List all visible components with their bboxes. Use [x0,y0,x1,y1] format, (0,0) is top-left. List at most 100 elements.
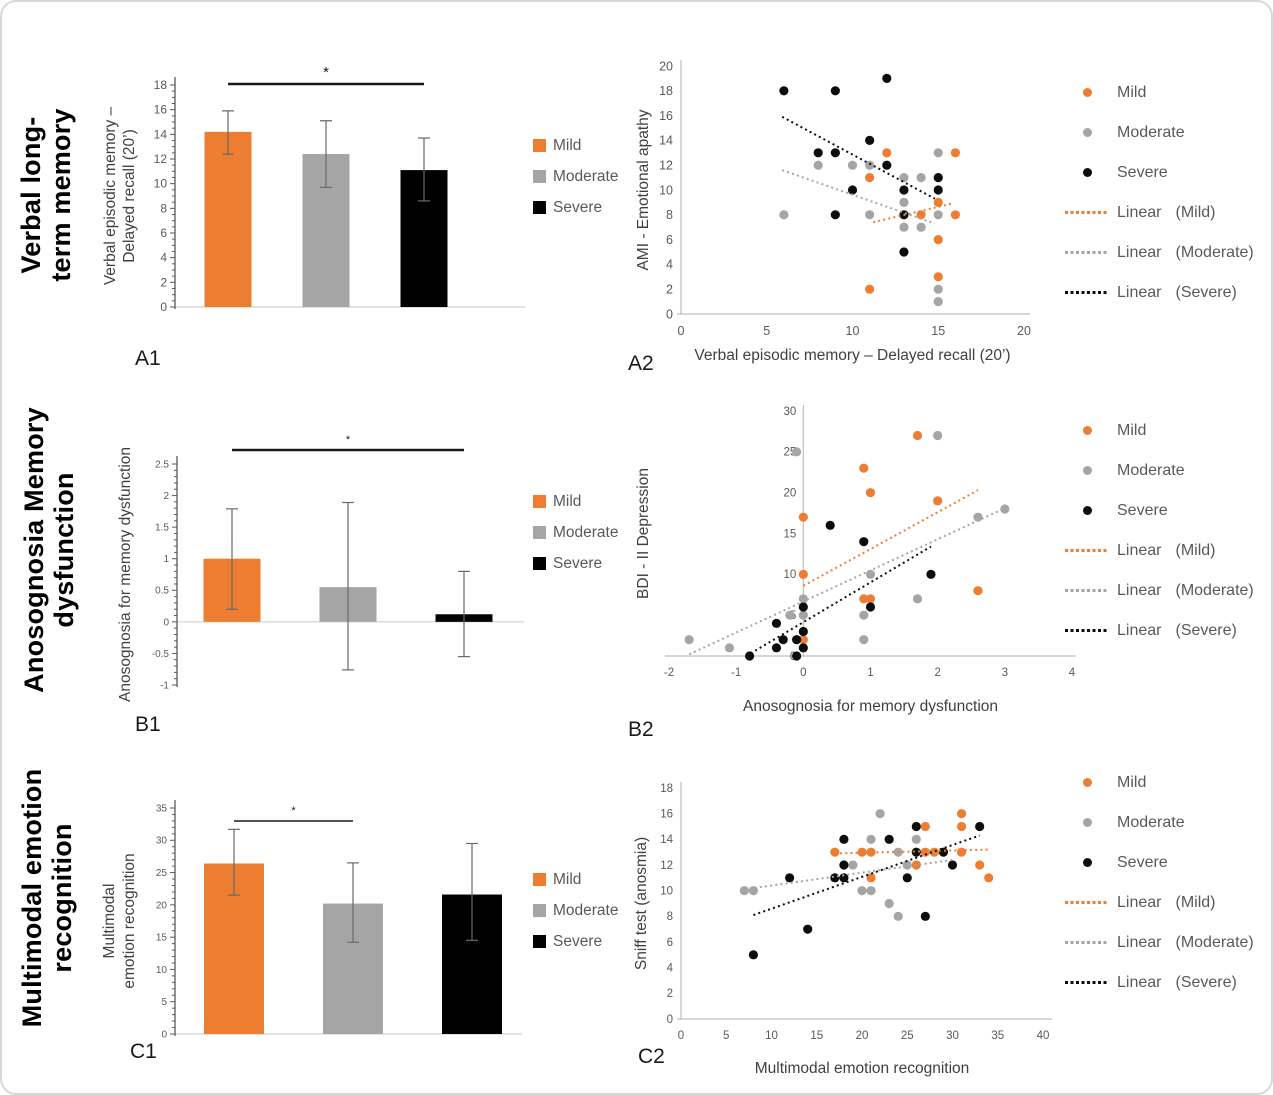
svg-text:1.5: 1.5 [155,523,169,534]
legend-item-moderate: Moderate [1065,121,1254,144]
svg-text:25: 25 [901,1030,914,1042]
legend-label: Moderate [553,523,619,541]
scatter-point-severe [785,873,795,883]
legend-label: Mild [1117,83,1147,101]
scatter-plot-a2: 0 5 10 15 20 0 2 4 6 8 10 12 14 16 18 20 Verbal episodic… [635,59,1031,364]
series-moderate [779,148,943,307]
significance-asterisk: * [323,64,329,81]
svg-text:0: 0 [678,1030,684,1042]
scatter-point-mild [956,821,967,832]
legend-dot-icon [1082,506,1092,515]
y-axis-ticks: -1 -0.5 0 0.5 1 1.5 2 2.5 [152,459,177,691]
svg-text:40: 40 [1037,1030,1050,1042]
svg-text:6: 6 [667,937,673,949]
legend-dotted-line-icon [1065,211,1109,214]
legend-dot-icon [1082,466,1092,475]
legend-label: Linear [1117,541,1162,559]
svg-text:35: 35 [991,1030,1004,1042]
svg-text:10: 10 [784,569,797,581]
svg-text:10: 10 [659,183,673,197]
scatter-point-severe [975,821,985,832]
svg-text:15: 15 [784,528,797,540]
scatter-point-severe [902,873,912,883]
bar-legend-row1: Mild Moderate Severe [533,136,618,217]
scatter-point-mild [830,847,840,857]
legend-marker-line [1065,981,1109,984]
scatter-point-severe [933,185,943,195]
legend-label: Moderate [1117,123,1185,141]
bar-legend-row2: Mild Moderate Severe [533,492,618,573]
scatter-point-moderate [785,610,795,620]
trendline-mild [802,489,979,587]
legend-item-linear-moderate: Linear (Moderate) [1065,579,1254,602]
legend-label: Linear [1117,283,1162,301]
legend-swatch-mild [533,873,546,886]
svg-text:2: 2 [666,282,673,296]
error-bar-mild [222,110,234,155]
bar-y-axis-label: Multimodal [101,884,118,959]
svg-text:0: 0 [160,300,167,314]
scatter-legend-row2: Mild Moderate Severe Linear (Mild) Linear (Mod… [1065,419,1254,642]
scatter-point-mild [975,860,985,870]
legend-dotted-line-icon [1065,629,1109,632]
scatter-point-moderate [933,148,943,158]
legend-item-mild: Mild [1065,419,1254,442]
bar-chart-a1: 0 2 4 6 8 10 12 14 16 18 * Verbal episodic memory –… [102,64,525,314]
svg-text:4: 4 [666,258,673,272]
scatter-point-severe [748,950,758,960]
scatter-point-moderate [739,886,749,896]
svg-text:-0.5: -0.5 [152,649,170,660]
legend-dot-icon [1082,818,1092,827]
scatter-point-moderate [916,222,926,232]
y-axis-ticks: 0 2 4 6 8 10 12 14 16 18 [154,78,175,314]
error-bar-severe [458,570,470,658]
legend-marker-dot [1065,88,1109,97]
svg-text:5: 5 [161,997,167,1008]
legend-label: Linear [1117,933,1162,951]
panel-label-c1: C1 [130,1040,157,1063]
legend-label: Mild [553,870,582,888]
svg-text:14: 14 [154,127,168,141]
legend-label: Mild [1117,421,1147,439]
scatter-point-severe [839,873,849,883]
legend-swatch-moderate [533,904,546,917]
scatter-point-severe [813,148,823,158]
svg-text:1: 1 [867,667,873,679]
legend-dot-icon [1082,88,1092,97]
series-moderate [684,430,1010,653]
scatter-point-mild [929,847,939,857]
scatter-point-severe [825,520,835,530]
scatter-point-mild [865,284,875,294]
legend-item-severe: Severe [533,554,618,573]
legend-label: Severe [1117,501,1168,519]
bar-mild [204,131,252,307]
svg-text:0: 0 [163,617,169,628]
legend-label: Mild [553,136,582,154]
scatter-point-moderate [866,886,876,896]
scatter-point-mild [882,148,892,158]
legend-marker-line [1065,549,1109,552]
svg-text:8: 8 [667,911,673,923]
legend-marker-dot [1065,858,1109,867]
scatter-point-severe [779,86,789,96]
svg-text:3: 3 [1002,667,1008,679]
scatter-point-mild [859,594,869,604]
scatter-point-moderate [865,569,876,579]
legend-item-severe: Severe [1065,499,1254,522]
scatter-x-axis-label: Multimodal emotion recognition [755,1060,970,1077]
scatter-point-mild [911,860,921,870]
bar-y-axis-label: Verbal episodic memory – [102,106,119,285]
bar-chart-b1: -1 -0.5 0 0.5 1 1.5 2 2.5 * Anosognosia for memor… [117,434,524,702]
svg-text:20: 20 [156,900,168,911]
scatter-point-severe [865,135,875,145]
legend-label: Mild [553,492,582,510]
panel-label-a2: A2 [628,352,654,375]
svg-text:30: 30 [156,836,168,847]
legend-marker-dot [1065,426,1109,435]
legend-dotted-line-icon [1065,981,1109,984]
legend-swatch-severe [533,557,546,570]
legend-item-mild: Mild [1065,81,1254,104]
scatter-point-moderate [798,594,808,604]
legend-marker-dot [1065,818,1109,827]
legend-label: Moderate [553,167,619,185]
